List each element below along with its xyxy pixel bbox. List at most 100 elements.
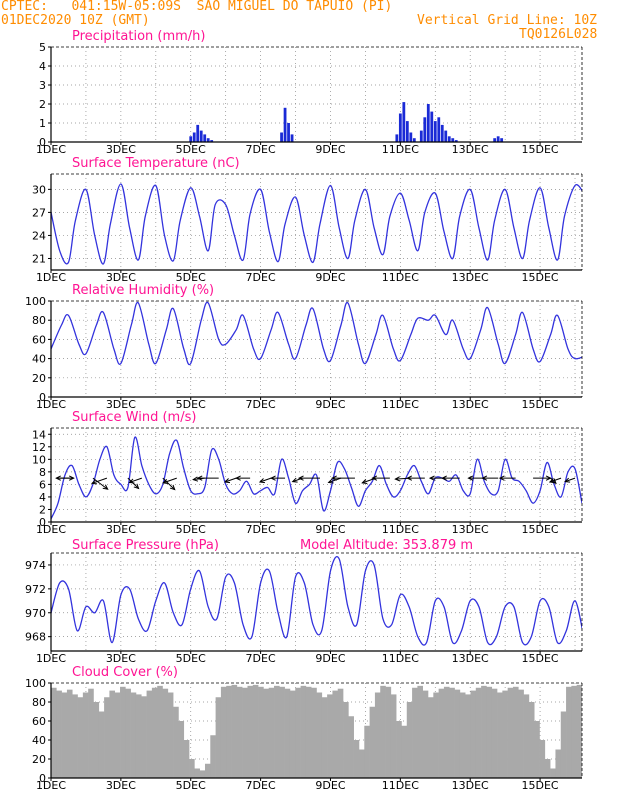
cloud-bar — [231, 684, 238, 778]
y-tick-label: 6 — [39, 478, 46, 491]
chart-panel-2 — [48, 173, 583, 273]
cloud-bar — [247, 685, 254, 778]
x-tick-label: 13DEC — [452, 271, 489, 284]
y-tick-label: 60 — [32, 333, 46, 346]
cloud-bar — [534, 721, 540, 778]
x-tick-label: 11DEC — [382, 271, 419, 284]
precip-bar — [189, 136, 193, 142]
x-tick-label: 11DEC — [382, 398, 419, 411]
cloud-bar — [544, 759, 551, 778]
wind-arrow-head — [331, 475, 337, 481]
data-layer — [51, 301, 582, 366]
precip-bar — [409, 132, 413, 142]
y-tick-label: 100 — [25, 295, 46, 308]
precip-bar — [500, 138, 504, 142]
x-tick-label: 1DEC — [36, 271, 66, 284]
cloud-bar — [396, 721, 402, 778]
x-tick-label: 7DEC — [246, 271, 276, 284]
wind-arrow — [259, 477, 272, 483]
x-tick-label: 1DEC — [36, 523, 66, 536]
cloud-bar — [236, 686, 243, 778]
cloud-bar — [279, 686, 285, 778]
wind-arrow — [162, 477, 176, 490]
cloud-bar — [560, 711, 567, 778]
y-tick-label: 972 — [25, 583, 46, 596]
x-tick-label: 5DEC — [176, 143, 206, 156]
cloud-bar — [189, 759, 195, 778]
y-tick-label: 100 — [25, 677, 46, 690]
x-tick-label: 9DEC — [315, 398, 345, 411]
cloud-bar — [353, 740, 360, 778]
cloud-bar — [454, 689, 461, 778]
cloud-bar — [481, 685, 487, 778]
data-layer — [51, 436, 582, 520]
y-tick-label: 0 — [39, 516, 46, 529]
cloud-bar — [173, 706, 179, 778]
cloud-bar — [252, 684, 259, 778]
y-tick-label: 24 — [32, 229, 46, 242]
y-tick-label: 0 — [39, 136, 46, 149]
data-layer — [51, 684, 582, 778]
precip-bar — [395, 134, 399, 142]
x-tick-label: 3DEC — [106, 271, 136, 284]
series-line — [51, 436, 582, 520]
cloud-bar — [380, 685, 386, 778]
cloud-bar — [194, 768, 200, 778]
header-line1: CPTEC: 041:15W-05:09S SAO MIGUEL DO TAPU… — [1, 0, 393, 14]
cloud-bar — [300, 685, 307, 778]
cloud-bar — [215, 697, 222, 778]
cloud-bar — [183, 740, 190, 778]
x-tick-label: 15DEC — [522, 652, 559, 665]
cloud-bar — [104, 697, 110, 778]
y-tick-label: 20 — [32, 372, 46, 385]
x-tick-label: 5DEC — [176, 523, 206, 536]
x-tick-label: 11DEC — [382, 143, 419, 156]
x-tick-label: 3DEC — [106, 652, 136, 665]
panel-title: Cloud Cover (%) — [72, 665, 178, 680]
x-tick-label: 7DEC — [246, 523, 276, 536]
x-tick-label: 15DEC — [522, 143, 559, 156]
precip-bar — [423, 117, 427, 142]
cloud-bar — [374, 692, 381, 778]
cloud-bar — [226, 685, 232, 778]
precip-bar — [287, 123, 290, 142]
series-line — [51, 556, 582, 646]
cloud-bar — [125, 688, 131, 778]
cloud-bar — [417, 685, 423, 778]
x-tick-label: 5DEC — [176, 271, 206, 284]
cloud-bar — [82, 692, 89, 778]
chart-panel-1 — [48, 46, 583, 145]
wind-arrow-head — [269, 475, 276, 481]
wind-arrow-head — [55, 475, 61, 481]
x-tick-label: 11DEC — [382, 652, 419, 665]
cloud-bar — [327, 694, 333, 778]
x-tick-label: 11DEC — [382, 523, 419, 536]
x-tick-label: 7DEC — [246, 779, 276, 792]
y-tick-label: 4 — [39, 491, 46, 504]
cloud-bar — [295, 687, 301, 778]
precip-bar — [398, 113, 402, 142]
x-tick-label: 5DEC — [176, 779, 206, 792]
precip-bar — [493, 138, 497, 142]
x-tick-label: 5DEC — [176, 398, 206, 411]
panel-title: Surface Temperature (nC) — [72, 156, 240, 171]
y-tick-label: 5 — [39, 41, 46, 54]
x-tick-label: 15DEC — [522, 271, 559, 284]
precip-bar — [210, 140, 214, 142]
x-tick-label: 11DEC — [382, 779, 419, 792]
wind-arrow-head — [223, 478, 231, 484]
cloud-bar — [337, 688, 344, 778]
wind-arrow-head — [394, 476, 401, 482]
cloud-bar — [502, 690, 508, 778]
y-tick-label: 27 — [32, 206, 46, 219]
chart-panel-3 — [48, 300, 583, 400]
y-tick-label: 20 — [32, 753, 46, 766]
cloud-bar — [242, 687, 248, 778]
y-tick-label: 80 — [32, 696, 46, 709]
precip-bar — [496, 136, 500, 142]
wind-arrow-head — [428, 475, 435, 481]
cloud-bar — [422, 690, 429, 778]
x-tick-label: 3DEC — [106, 779, 136, 792]
cloud-bar — [220, 686, 227, 778]
y-tick-label: 21 — [32, 252, 46, 265]
